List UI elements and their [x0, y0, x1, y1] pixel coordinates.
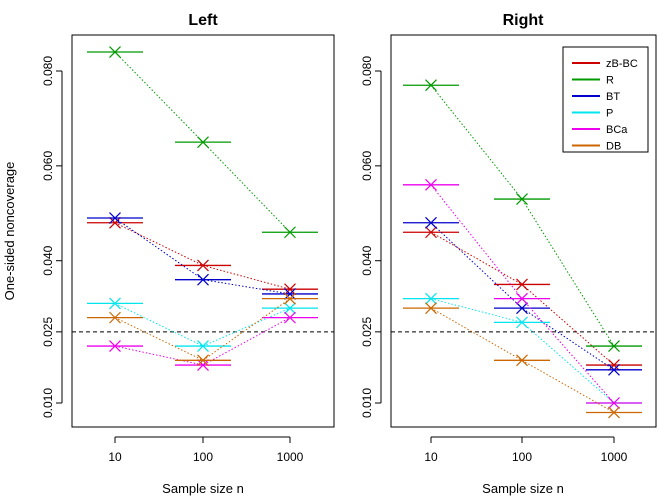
right-y-tick-label: 0.060 [360, 151, 374, 181]
left-x-axis-title: Sample size n [162, 481, 244, 496]
right-point-marker [608, 363, 620, 376]
left-point-marker [109, 311, 121, 324]
right-point-marker [516, 292, 528, 305]
left-y-axis-title: One-sided noncoverage [2, 162, 17, 301]
left-y-tick-label: 0.080 [41, 56, 55, 86]
right-point-marker [608, 397, 620, 409]
right-point-marker [516, 354, 528, 367]
left-point-marker [109, 212, 121, 224]
right-y-axis: 0.010 0.025 0.040 0.060 0.080 [360, 56, 382, 418]
right-point-marker [608, 406, 620, 419]
left-point-marker [109, 340, 121, 353]
right-series-p [403, 292, 642, 409]
left-series-line-bt [114, 217, 291, 295]
right-series-line-p [430, 298, 615, 404]
left-point-marker [197, 340, 209, 353]
right-x-tick-label: 10 [424, 450, 438, 464]
right-series-bca [403, 178, 642, 409]
right-series-line-db [430, 307, 615, 413]
right-point-marker [608, 340, 620, 353]
left-y-tick-label: 0.025 [41, 317, 55, 347]
left-point-marker [284, 292, 296, 305]
left-point-marker [284, 283, 296, 296]
left-point-marker [109, 297, 121, 310]
right-x-tick-label: 100 [512, 450, 532, 464]
left-point-marker [197, 354, 209, 367]
left-series-db [87, 292, 318, 367]
legend-label: BT [606, 91, 620, 103]
left-series-layer [87, 46, 318, 371]
left-point-marker [284, 311, 296, 324]
left-y-tick-label: 0.060 [41, 151, 55, 181]
left-series-line-zb-bc [114, 222, 291, 290]
left-point-marker [197, 273, 209, 286]
right-x-axis: 10 100 1000 [424, 436, 628, 464]
left-series-bt [87, 212, 318, 300]
left-plot-frame [71, 34, 335, 428]
left-point-marker [109, 216, 121, 229]
legend: zB-BC R BT P BCa DB [562, 46, 649, 153]
left-series-line-p [114, 302, 291, 347]
right-point-marker [425, 292, 437, 305]
right-point-marker [425, 178, 437, 191]
right-point-marker [425, 226, 437, 239]
legend-label: BCa [606, 124, 628, 136]
right-series-db [403, 302, 642, 419]
right-panel: Right Sample size n 0.010 0.025 0.040 0.060… [360, 12, 657, 496]
right-point-marker [425, 79, 437, 92]
left-y-tick-label: 0.040 [41, 245, 55, 275]
left-series-line-db [114, 298, 291, 361]
right-point-marker [516, 302, 528, 315]
left-point-marker [284, 226, 296, 239]
right-series-line-zb-bc [430, 231, 615, 366]
legend-label: DB [606, 141, 621, 153]
right-point-marker [425, 302, 437, 315]
left-point-marker [109, 46, 121, 58]
left-point-marker [197, 359, 209, 371]
right-y-tick-label: 0.040 [360, 245, 374, 275]
left-panel: Left Sample size n One-sided noncoverage… [2, 12, 335, 496]
left-series-line-bca [114, 317, 291, 366]
right-series-zb-bc [403, 226, 642, 371]
right-y-tick-label: 0.025 [360, 317, 374, 347]
left-y-tick-label: 0.010 [41, 388, 55, 418]
left-series-r [87, 46, 318, 239]
right-series-layer [403, 79, 642, 419]
right-series-line-bt [430, 222, 615, 371]
right-y-tick-label: 0.080 [360, 56, 374, 86]
left-y-axis: 0.010 0.025 0.040 0.060 0.080 [41, 56, 63, 418]
legend-label: P [606, 108, 613, 120]
right-x-tick-label: 1000 [601, 450, 628, 464]
left-point-marker [284, 287, 296, 300]
left-series-zb-bc [87, 216, 318, 296]
right-point-marker [516, 278, 528, 291]
left-panel-title: Left [188, 12, 218, 29]
right-point-marker [516, 193, 528, 205]
right-y-tick-label: 0.010 [360, 388, 374, 418]
left-series-bca [87, 311, 318, 371]
right-panel-title: Right [503, 12, 545, 29]
left-x-tick-label: 100 [193, 450, 213, 464]
left-point-marker [197, 136, 209, 149]
right-series-line-bca [430, 184, 615, 404]
right-point-marker [608, 359, 620, 371]
legend-label: R [606, 75, 614, 87]
right-x-axis-title: Sample size n [482, 481, 564, 496]
left-x-tick-label: 1000 [277, 450, 304, 464]
left-point-marker [284, 302, 296, 315]
left-series-p [87, 297, 318, 353]
left-point-marker [197, 259, 209, 272]
right-series-bt [403, 216, 642, 376]
right-plot-frame [390, 34, 657, 428]
left-x-tick-label: 10 [108, 450, 122, 464]
right-point-marker [516, 316, 528, 329]
left-x-axis: 10 100 1000 [108, 436, 304, 464]
right-point-marker [425, 216, 437, 229]
legend-box [562, 46, 649, 153]
legend-label: zB-BC [606, 58, 638, 70]
right-series-r [403, 79, 642, 353]
